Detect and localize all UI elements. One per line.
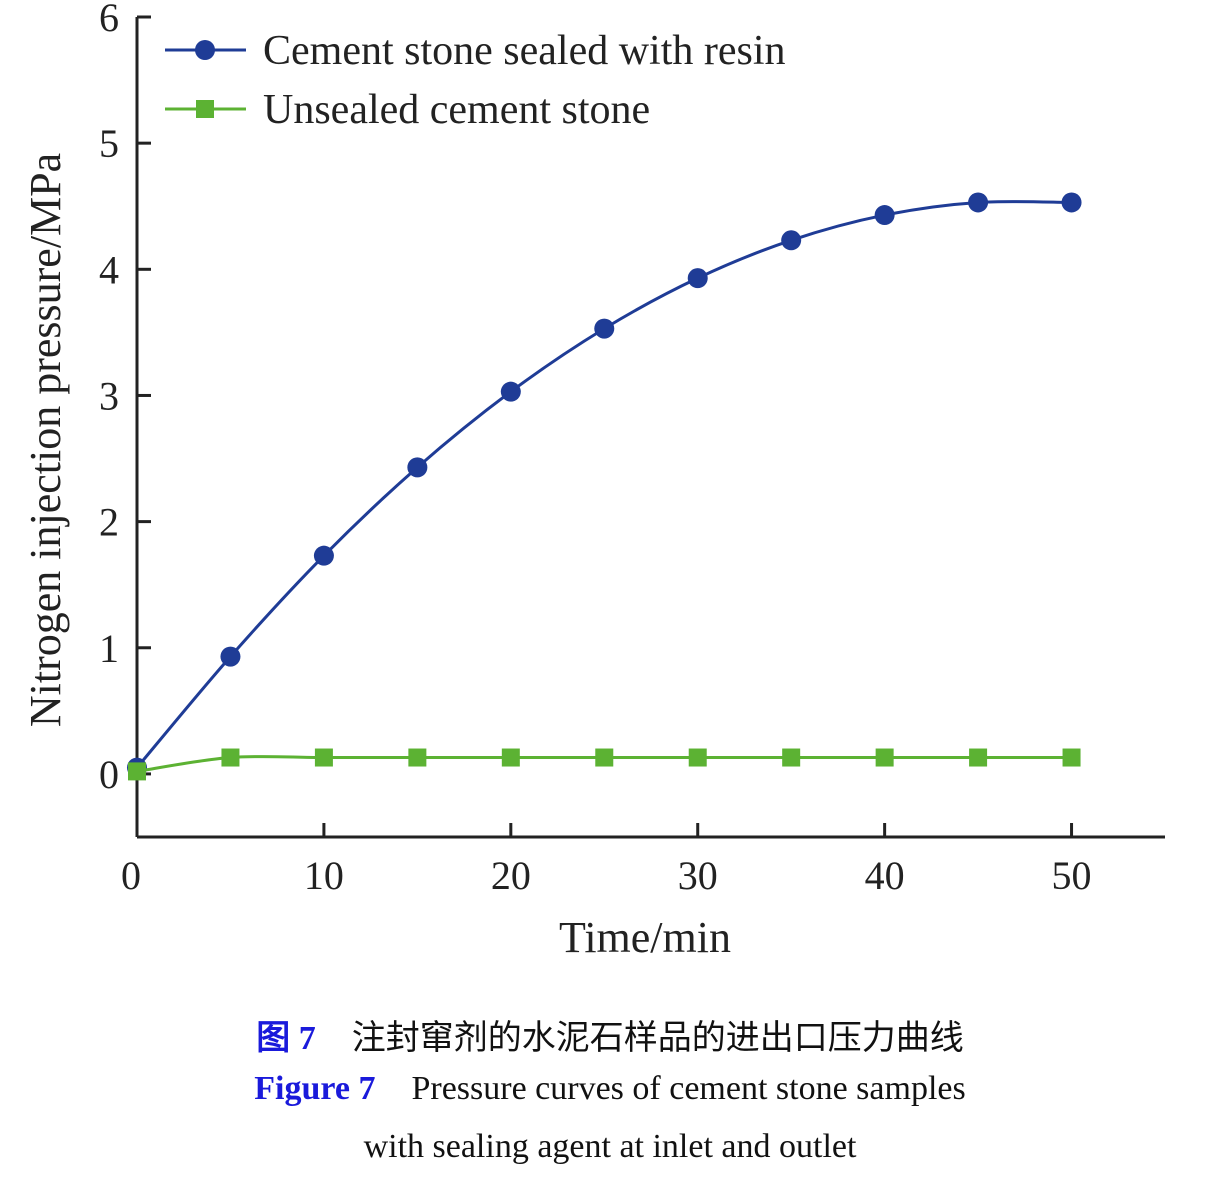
data-point <box>500 381 521 402</box>
data-point <box>313 545 334 566</box>
x-tick-label: 0 <box>121 853 141 898</box>
data-point <box>781 230 802 251</box>
data-point <box>782 748 801 767</box>
data-point <box>594 318 615 339</box>
caption-chinese-label: 图 7 <box>256 1020 316 1057</box>
caption-english-line2: with sealing agent at inlet and outlet <box>0 1128 1220 1166</box>
data-point <box>501 748 520 767</box>
data-point <box>874 205 895 226</box>
x-tick-label: 40 <box>865 853 905 898</box>
legend-marker <box>195 40 215 60</box>
y-tick-label: 0 <box>99 752 119 797</box>
caption-chinese: 图 7 注封窜剂的水泥石样品的进出口压力曲线 <box>0 1010 1220 1059</box>
caption-english-text-1: Pressure curves of cement stone samples <box>411 1070 966 1107</box>
data-point <box>1061 192 1082 213</box>
data-point <box>969 748 988 767</box>
y-tick-label: 2 <box>99 500 119 545</box>
y-axis-title: Nitrogen injection pressure/MPa <box>21 153 70 727</box>
data-point <box>128 762 146 781</box>
legend-label: Unsealed cement stone <box>263 87 650 133</box>
legend-label: Cement stone sealed with resin <box>263 28 786 74</box>
data-point <box>314 748 333 767</box>
series-line <box>135 200 1072 769</box>
series-2 <box>128 748 1081 781</box>
chart-axes: 0 1 2 3 4 5 6 0 10 20 30 40 50 <box>99 0 1165 898</box>
x-tick-label: 20 <box>491 853 531 898</box>
data-point <box>1062 748 1081 767</box>
data-point <box>407 457 428 478</box>
data-point <box>968 192 989 213</box>
x-tick-label: 10 <box>304 853 344 898</box>
data-point <box>688 748 707 767</box>
legend-item-1: Cement stone sealed with resin <box>165 28 786 74</box>
data-point <box>687 268 708 289</box>
caption-english-label: Figure 7 <box>254 1070 376 1107</box>
legend-marker <box>196 100 214 118</box>
chart-legend: Cement stone sealed with resin Unsealed c… <box>165 28 786 133</box>
data-point <box>875 748 894 767</box>
data-point <box>220 646 241 667</box>
x-tick-label: 30 <box>678 853 718 898</box>
x-tick-label: 50 <box>1052 853 1092 898</box>
chart-series-layer <box>127 192 1082 781</box>
caption-english-text-2: with sealing agent at inlet and outlet <box>363 1128 857 1165</box>
data-point <box>595 748 614 767</box>
chart-area: 0 1 2 3 4 5 6 0 10 20 30 40 50 Cement stone sealed w… <box>21 0 1165 962</box>
caption-chinese-text: 注封窜剂的水泥石样品的进出口压力曲线 <box>351 1020 964 1057</box>
y-tick-label: 5 <box>99 121 119 166</box>
y-tick-label: 4 <box>99 247 119 292</box>
y-tick-label: 6 <box>99 0 119 40</box>
caption-english-line1: Figure 7 Pressure curves of cement stone … <box>0 1070 1220 1108</box>
series-1 <box>127 192 1082 778</box>
x-axis-title: Time/min <box>559 913 731 962</box>
y-tick-label: 1 <box>99 626 119 671</box>
legend-item-2: Unsealed cement stone <box>165 87 650 133</box>
data-point <box>408 748 427 767</box>
data-point <box>221 748 240 767</box>
y-tick-label: 3 <box>99 373 119 418</box>
